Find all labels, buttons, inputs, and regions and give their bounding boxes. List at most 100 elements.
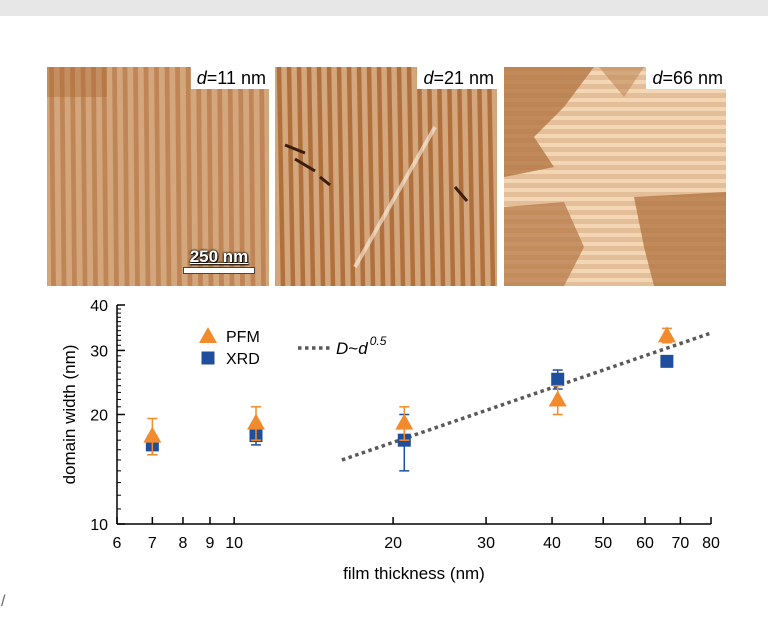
xrd-point	[201, 351, 215, 365]
afm-stripe	[504, 251, 726, 255]
afm-stripe	[386, 67, 396, 286]
y-tick-label: 30	[90, 343, 108, 360]
pfm-point	[395, 413, 414, 430]
afm-stripe	[504, 107, 726, 111]
afm-stripe	[112, 67, 119, 286]
pfm-point	[143, 426, 162, 443]
afm-stripe	[306, 67, 316, 286]
y-tick-label: 40	[90, 298, 108, 315]
scale-bar: 250 nm	[183, 248, 255, 274]
afm-stripe	[486, 67, 496, 286]
afm-stripe	[196, 67, 203, 286]
x-tick-label: 20	[384, 535, 402, 552]
y-axis-title: domain width (nm)	[60, 345, 79, 485]
afm-image-66nm: d=66 nm	[504, 67, 726, 286]
xrd-point	[551, 372, 565, 386]
afm-dark-domain	[504, 67, 594, 177]
xrd-point	[660, 354, 674, 368]
afm-stripe	[426, 67, 436, 286]
y-tick-label: 20	[90, 408, 108, 425]
afm-stripe	[504, 260, 726, 264]
afm-stripe	[366, 67, 376, 286]
afm-stripe	[185, 67, 193, 286]
afm-stripe	[376, 67, 386, 286]
afm-stripe	[504, 242, 726, 246]
afm-texture	[275, 67, 497, 286]
x-tick-label: 80	[702, 535, 720, 552]
afm-stripe	[101, 67, 109, 286]
x-tick-label: 8	[179, 535, 188, 552]
afm-stripe	[154, 67, 161, 286]
afm-stripe	[504, 143, 726, 147]
afm-stripe	[49, 67, 56, 286]
afm-stripe	[504, 206, 726, 210]
afm-stripe	[396, 67, 406, 286]
x-tick-label: 6	[113, 535, 122, 552]
afm-stripe	[286, 67, 296, 286]
afm-stripe	[504, 98, 726, 102]
x-tick-label: 40	[543, 535, 561, 552]
afm-stripe	[356, 67, 366, 286]
x-tick-label: 50	[594, 535, 612, 552]
panel-label-21nm: d=21 nm	[417, 67, 497, 89]
afm-stripe	[133, 67, 140, 286]
afm-stripe	[296, 67, 306, 286]
afm-stripe	[217, 67, 224, 286]
afm-stripe	[326, 67, 336, 286]
fit-line	[341, 331, 712, 462]
margin-glyph: /	[1, 593, 6, 610]
afm-image-21nm: d=21 nm	[275, 67, 497, 286]
x-axis-title: film thickness (nm)	[343, 564, 485, 583]
afm-defects	[284, 143, 469, 202]
afm-stripe	[446, 67, 456, 286]
afm-stripe	[206, 67, 214, 286]
afm-dark-patch	[47, 67, 107, 97]
afm-texture	[47, 67, 269, 286]
afm-stripe	[436, 67, 446, 286]
afm-stripe	[276, 67, 286, 286]
afm-stripe	[504, 125, 726, 129]
afm-stripe	[248, 67, 256, 286]
afm-stripe	[259, 67, 266, 286]
x-tick-label: 70	[671, 535, 689, 552]
afm-stripe	[456, 67, 466, 286]
afm-stripe	[59, 67, 67, 286]
afm-stripe	[346, 67, 356, 286]
afm-stripe	[466, 67, 476, 286]
panel-label-66nm: d=66 nm	[646, 67, 726, 89]
afm-stripe	[80, 67, 88, 286]
afm-stripe	[91, 67, 98, 286]
afm-stripe	[175, 67, 182, 286]
series-pfm	[143, 326, 676, 456]
afm-stripe	[504, 278, 726, 282]
afm-stripe	[504, 152, 726, 156]
afm-stripe	[504, 89, 726, 93]
afm-boundary	[353, 126, 437, 268]
afm-stripe	[504, 233, 726, 237]
afm-stripe	[238, 67, 245, 286]
pfm-point	[246, 413, 265, 430]
panel-label-11nm: d=11 nm	[190, 67, 269, 89]
pfm-point	[657, 326, 676, 343]
afm-stripe	[504, 215, 726, 219]
afm-stripe	[504, 179, 726, 183]
legend-fit-label: D~d 0.5	[336, 334, 387, 358]
legend: PFM XRD D~d 0.5	[199, 327, 387, 368]
afm-stripe	[143, 67, 151, 286]
pfm-point	[199, 327, 217, 343]
afm-stripe	[476, 67, 486, 286]
afm-stripe	[504, 188, 726, 192]
afm-stripe	[406, 67, 416, 286]
pfm-point	[548, 390, 567, 407]
x-tick-label: 60	[636, 535, 654, 552]
afm-stripe	[70, 67, 77, 286]
afm-stripe	[504, 269, 726, 273]
afm-stripe	[504, 170, 726, 174]
legend-label-pfm: PFM	[226, 329, 260, 346]
x-tick-label: 10	[225, 535, 243, 552]
afm-image-11nm: d=11 nm	[47, 67, 269, 286]
afm-stripe	[504, 197, 726, 201]
afm-stripe	[164, 67, 172, 286]
afm-stripe	[504, 134, 726, 138]
